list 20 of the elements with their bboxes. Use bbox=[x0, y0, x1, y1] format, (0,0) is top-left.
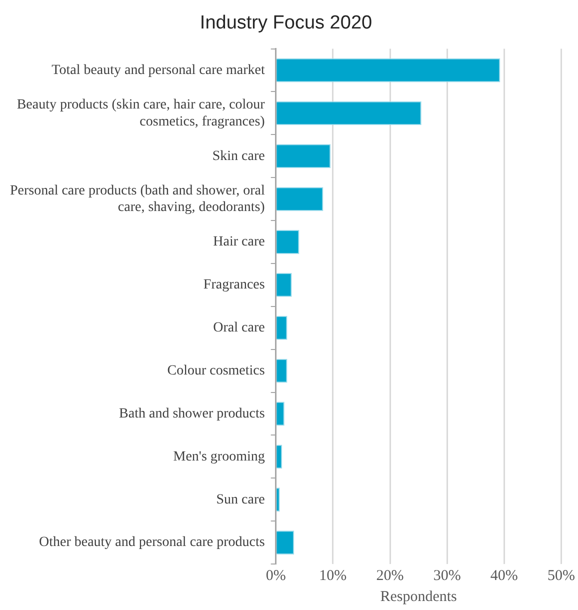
y-tick-label: Total beauty and personal care market bbox=[52, 62, 265, 78]
y-tick-label: Hair care bbox=[213, 234, 265, 250]
y-tick-label: Colour cosmetics bbox=[167, 363, 265, 378]
y-tick-label: Men's grooming bbox=[173, 449, 265, 464]
y-tick-label: Skin care bbox=[212, 148, 265, 164]
x-axis-title: Respondents bbox=[380, 588, 458, 605]
x-tick-label: 0% bbox=[266, 568, 286, 584]
y-tick-label: Fragrances bbox=[203, 278, 265, 293]
y-tick-label: Oral care bbox=[213, 320, 265, 336]
x-tick-label: 20% bbox=[376, 568, 404, 584]
y-tick-label: Beauty products (skin care, hair care, colour cosmetics, fragrances) bbox=[16, 97, 266, 130]
y-tick-label: Sun care bbox=[216, 492, 265, 508]
y-tick-label: Personal care products (bath and shower, oral care, shaving, deodorants) bbox=[10, 183, 266, 216]
chart-title: Industry Focus 2020 bbox=[200, 12, 372, 34]
x-tick-label: 30% bbox=[433, 568, 461, 584]
x-tick-label: 50% bbox=[548, 568, 575, 584]
y-tick-label: Bath and shower products bbox=[119, 406, 265, 422]
y-tick-label: Other beauty and personal care products bbox=[38, 535, 265, 550]
x-tick-label: 40% bbox=[490, 568, 518, 584]
x-tick-label: 10% bbox=[319, 568, 347, 584]
